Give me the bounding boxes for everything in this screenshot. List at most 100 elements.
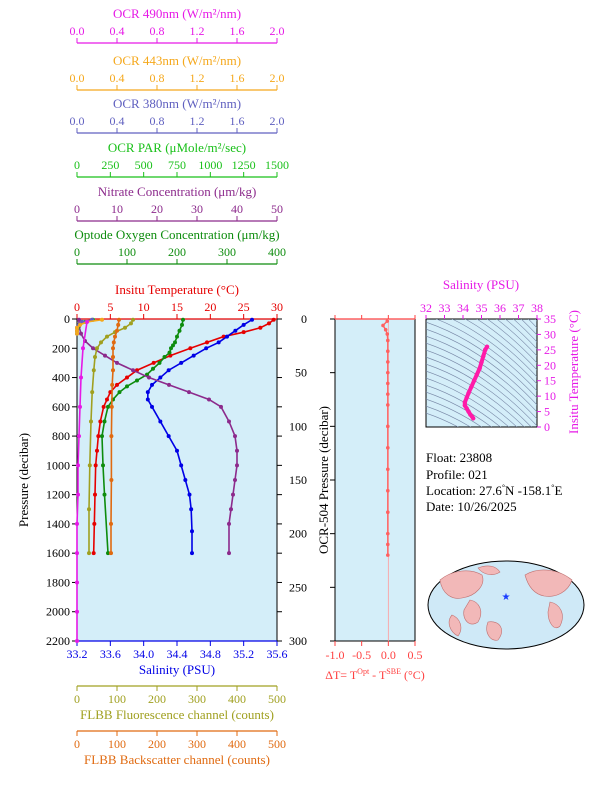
data-point (109, 478, 114, 482)
axis-title: FLBB Fluorescence channel (counts) (80, 707, 274, 722)
data-point (131, 317, 135, 322)
data-point (158, 419, 163, 424)
data-point (91, 551, 96, 556)
series-line (76, 321, 88, 641)
top-axis-oxygen: 0 100 200 300 400 Optode Oxygen Concentration… (74, 227, 286, 265)
delta-t-tick-label: -1.0 (326, 648, 345, 662)
delta-t-axis-label: ΔT= TOpt - TSBE (°C) (325, 667, 425, 682)
data-point (117, 317, 121, 322)
data-point (110, 382, 115, 387)
ts-y-tick-label: 10 (544, 389, 556, 403)
ocr-pressure-tick-label: 300 (289, 634, 307, 648)
data-point (75, 609, 79, 614)
axis-tick-label: 100 (108, 737, 126, 751)
ts-point (471, 378, 477, 383)
ts-y-tick-label: 25 (544, 343, 556, 357)
axis-tick-label: 0.0 (70, 71, 85, 85)
isopycnal (520, 319, 537, 336)
data-point (175, 448, 179, 453)
top-axis-nitrate: 0 10 20 30 40 50 Nitrate Concentration (μm/kg) (74, 184, 283, 222)
series-ocr443 (75, 317, 104, 336)
data-point (116, 322, 121, 327)
delta-t-panel: 0 50 100 150 200 250 300 -1.0 -0.5 0.0 0.5 OCR-504… (289, 312, 425, 682)
data-point (229, 507, 233, 512)
isopycnal (426, 398, 482, 427)
density-contours (426, 319, 537, 427)
axis-title: OCR 490nm (W/m²/nm) (113, 6, 241, 21)
ts-point (470, 416, 476, 421)
data-point (75, 331, 79, 336)
ocr-pressure-tick-label: 200 (289, 527, 307, 541)
ts-x-tick-label: 36 (494, 301, 506, 315)
delta-t-point (386, 392, 390, 396)
ts-y-tick-label: 35 (544, 312, 556, 326)
data-point (135, 378, 139, 383)
data-point (111, 340, 116, 345)
axis-tick-label: 250 (101, 158, 119, 172)
ts-x-tick-label: 38 (531, 301, 543, 315)
series-temperature (91, 317, 276, 556)
axis-tick-label: 0 (74, 692, 80, 706)
delta-t-point (386, 553, 390, 557)
axis-tick-label: 300 (188, 692, 206, 706)
ts-x-tick-label: 34 (457, 301, 469, 315)
data-point (103, 353, 107, 358)
data-point (85, 319, 89, 324)
data-point (90, 390, 95, 395)
axis-tick-label: 35.2 (233, 647, 254, 661)
data-point (79, 375, 83, 380)
data-point (77, 317, 81, 322)
data-point (78, 322, 82, 327)
float-id: Float: 23808 (426, 450, 492, 465)
date: Date: 10/26/2025 (426, 499, 517, 514)
ts-point (464, 395, 469, 400)
axis-title: Salinity (PSU) (139, 662, 215, 677)
data-point (89, 419, 93, 424)
axis-tick-label: 33.6 (100, 647, 121, 661)
top-axis-par: 0 250 500 750 1000 1250 1500 OCR PAR (μMole/m²/… (74, 140, 289, 178)
data-point (207, 397, 211, 402)
data-point (92, 521, 97, 526)
ocr-pressure-tick-label: 50 (295, 366, 307, 380)
axis-tick-label: 2.0 (270, 114, 285, 128)
data-point (151, 366, 155, 371)
axis-tick-label: 100 (108, 692, 126, 706)
delta-t-point (386, 360, 390, 364)
delta-t-point (386, 488, 390, 493)
data-point (227, 419, 231, 424)
data-point (166, 434, 171, 439)
series-ocr490 (75, 319, 89, 643)
series-backscatter (109, 317, 121, 556)
delta-t-point (386, 446, 390, 450)
ts-x-tick-label: 37 (513, 301, 525, 315)
profile-series (75, 317, 276, 643)
ts-point (479, 360, 484, 365)
data-point (241, 322, 246, 327)
axis-tick-label: 200 (148, 737, 166, 751)
axis-tick-label: 2.0 (270, 71, 285, 85)
delta-t-point (385, 332, 390, 336)
data-point (177, 328, 182, 333)
ocr-pressure-axis-label: OCR-504 Pressure (decibar) (316, 406, 331, 554)
axis-tick-label: 200 (168, 245, 186, 259)
ts-point (477, 366, 482, 371)
series-oxygen (100, 317, 185, 556)
axis-tick-label: 300 (188, 737, 206, 751)
data-point (179, 463, 184, 468)
axis-tick-label: 1250 (232, 158, 256, 172)
top-axis-ocr380: 0.0 0.4 0.8 1.2 1.6 2.0 OCR 380nm (W/m²/nm) (70, 96, 285, 134)
delta-t-point (386, 381, 390, 386)
ts-x-tick-label: 33 (439, 301, 451, 315)
axis-tick-label: 0.4 (110, 24, 125, 38)
delta-t-point (386, 370, 390, 375)
isopycnal (464, 319, 537, 378)
axis-tick-label: 1.6 (230, 71, 245, 85)
delta-t-tick-label: 0.0 (381, 648, 396, 662)
data-point (95, 346, 99, 351)
data-point (235, 463, 239, 468)
isopycnal (496, 319, 537, 357)
